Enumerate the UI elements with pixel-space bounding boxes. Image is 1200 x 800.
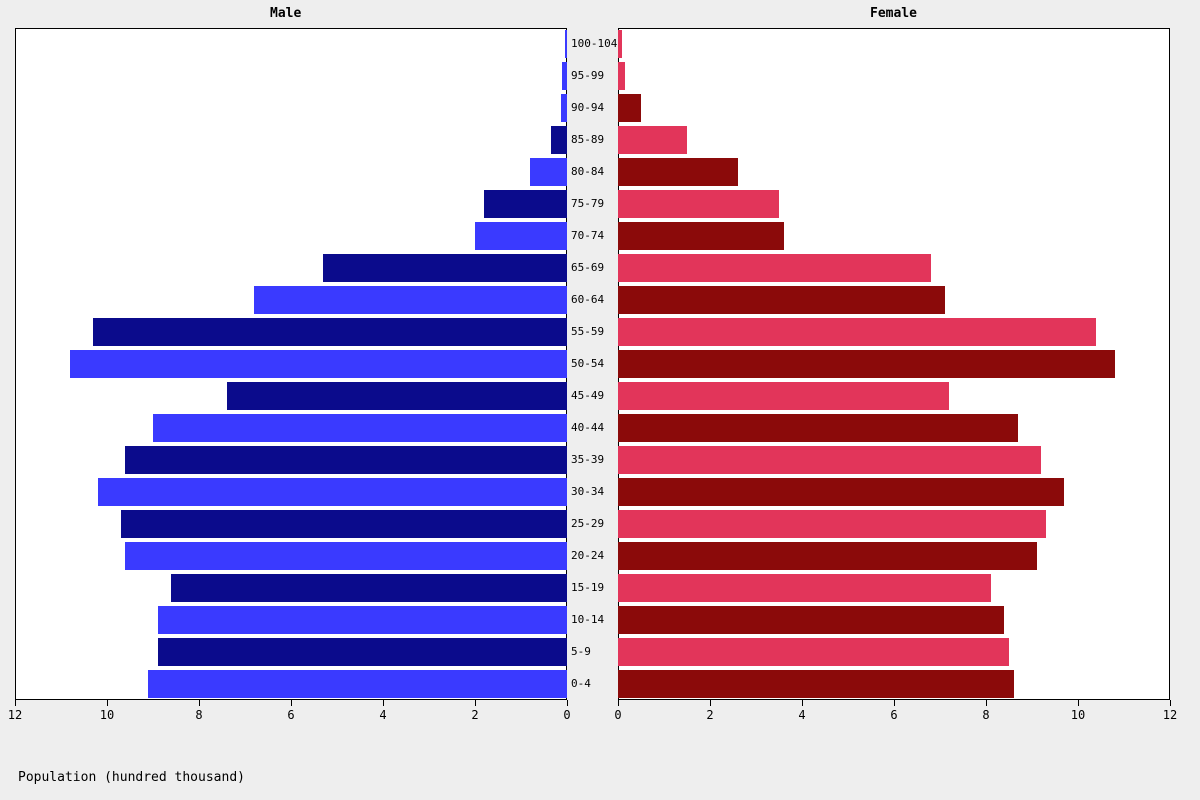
tick-label: 6 bbox=[884, 708, 904, 722]
tick-mark bbox=[1170, 700, 1171, 706]
female-bar bbox=[618, 222, 784, 250]
tick-label: 0 bbox=[557, 708, 577, 722]
tick-label: 2 bbox=[700, 708, 720, 722]
pyramid-chart: Male Female 100-104 95-99 90-94 85-89 80-84 7… bbox=[0, 0, 1200, 800]
tick-label: 6 bbox=[281, 708, 301, 722]
age-label: 10-14 bbox=[571, 613, 604, 626]
age-label: 15-19 bbox=[571, 581, 604, 594]
tick-mark bbox=[1078, 700, 1079, 706]
tick-label: 12 bbox=[1160, 708, 1180, 722]
female-bar bbox=[618, 542, 1037, 570]
age-label: 80-84 bbox=[571, 165, 604, 178]
age-label: 60-64 bbox=[571, 293, 604, 306]
tick-label: 10 bbox=[97, 708, 117, 722]
male-bar bbox=[125, 542, 567, 570]
age-label: 40-44 bbox=[571, 421, 604, 434]
tick-label: 0 bbox=[608, 708, 628, 722]
male-bar bbox=[323, 254, 567, 282]
male-bar bbox=[565, 30, 567, 58]
tick-mark bbox=[291, 700, 292, 706]
tick-label: 12 bbox=[5, 708, 25, 722]
age-label: 45-49 bbox=[571, 389, 604, 402]
male-bar bbox=[121, 510, 567, 538]
tick-mark bbox=[710, 700, 711, 706]
age-label: 100-104 bbox=[571, 37, 617, 50]
female-bar bbox=[618, 30, 622, 58]
tick-mark bbox=[894, 700, 895, 706]
male-bar bbox=[484, 190, 567, 218]
age-label: 5-9 bbox=[571, 645, 591, 658]
male-bar bbox=[158, 638, 567, 666]
female-bar bbox=[618, 574, 991, 602]
age-label: 25-29 bbox=[571, 517, 604, 530]
female-bar bbox=[618, 478, 1064, 506]
tick-mark bbox=[618, 700, 619, 706]
male-bar bbox=[530, 158, 567, 186]
female-title: Female bbox=[870, 6, 917, 21]
age-label: 20-24 bbox=[571, 549, 604, 562]
male-bar bbox=[98, 478, 567, 506]
male-bar bbox=[148, 670, 567, 698]
tick-mark bbox=[567, 700, 568, 706]
female-bar bbox=[618, 414, 1018, 442]
x-axis-label: Population (hundred thousand) bbox=[18, 770, 245, 785]
age-label: 70-74 bbox=[571, 229, 604, 242]
tick-mark bbox=[475, 700, 476, 706]
male-bar bbox=[70, 350, 567, 378]
male-bar bbox=[227, 382, 567, 410]
female-bar bbox=[618, 382, 949, 410]
tick-mark bbox=[199, 700, 200, 706]
male-bar bbox=[562, 62, 567, 90]
male-bar bbox=[93, 318, 567, 346]
female-bar bbox=[618, 510, 1046, 538]
tick-label: 4 bbox=[792, 708, 812, 722]
female-bar bbox=[618, 446, 1041, 474]
age-label: 90-94 bbox=[571, 101, 604, 114]
age-label: 75-79 bbox=[571, 197, 604, 210]
female-bar bbox=[618, 318, 1096, 346]
female-bar bbox=[618, 62, 625, 90]
tick-mark bbox=[107, 700, 108, 706]
age-label: 65-69 bbox=[571, 261, 604, 274]
male-bar bbox=[551, 126, 567, 154]
male-bar bbox=[171, 574, 567, 602]
tick-label: 8 bbox=[189, 708, 209, 722]
age-label: 35-39 bbox=[571, 453, 604, 466]
female-bar bbox=[618, 158, 738, 186]
tick-label: 10 bbox=[1068, 708, 1088, 722]
male-bar bbox=[158, 606, 567, 634]
tick-label: 4 bbox=[373, 708, 393, 722]
female-bar bbox=[618, 190, 779, 218]
tick-label: 2 bbox=[465, 708, 485, 722]
male-title: Male bbox=[270, 6, 301, 21]
age-label: 95-99 bbox=[571, 69, 604, 82]
male-bar bbox=[153, 414, 567, 442]
tick-mark bbox=[986, 700, 987, 706]
female-bar bbox=[618, 254, 931, 282]
female-bar bbox=[618, 606, 1004, 634]
tick-label: 8 bbox=[976, 708, 996, 722]
age-label: 30-34 bbox=[571, 485, 604, 498]
female-bar bbox=[618, 670, 1014, 698]
female-bar bbox=[618, 638, 1009, 666]
female-bar bbox=[618, 350, 1115, 378]
male-bar bbox=[254, 286, 567, 314]
male-bar bbox=[561, 94, 567, 122]
tick-mark bbox=[15, 700, 16, 706]
female-bar bbox=[618, 286, 945, 314]
male-bar bbox=[475, 222, 567, 250]
age-label: 50-54 bbox=[571, 357, 604, 370]
male-bar bbox=[125, 446, 567, 474]
tick-mark bbox=[802, 700, 803, 706]
age-label: 85-89 bbox=[571, 133, 604, 146]
tick-mark bbox=[383, 700, 384, 706]
female-bar bbox=[618, 126, 687, 154]
age-label: 55-59 bbox=[571, 325, 604, 338]
age-label: 0-4 bbox=[571, 677, 591, 690]
female-bar bbox=[618, 94, 641, 122]
